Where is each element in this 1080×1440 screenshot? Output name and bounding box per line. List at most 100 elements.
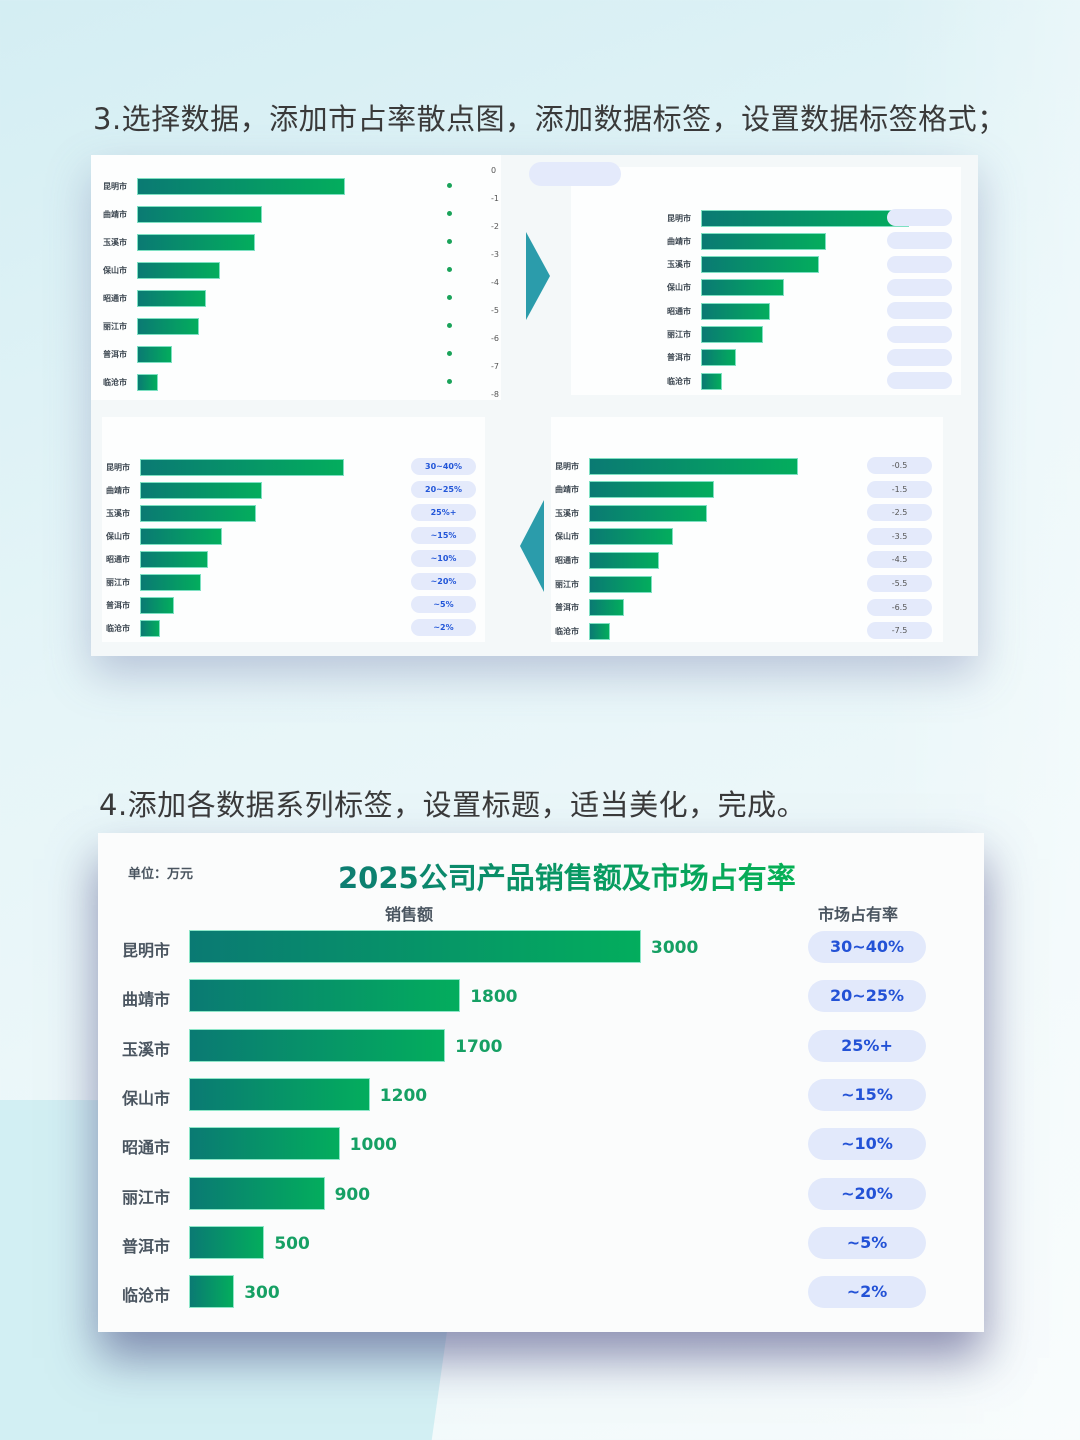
city-label: 普洱市 xyxy=(667,353,691,363)
bar-row: 曲靖市 xyxy=(103,205,262,223)
sales-value: 500 xyxy=(274,1233,310,1254)
sales-bar xyxy=(701,279,785,297)
sales-bar xyxy=(589,622,610,640)
market-share-pill: ~20% xyxy=(808,1177,926,1210)
sales-bar xyxy=(140,504,256,522)
city-label: 昆明市 xyxy=(667,213,691,223)
city-label: 保山市 xyxy=(106,531,130,541)
sales-value: 3000 xyxy=(651,938,699,958)
sales-bar xyxy=(189,979,461,1013)
city-label: 普洱市 xyxy=(555,603,579,613)
arrow-right-icon xyxy=(526,232,550,320)
step4-title: 4.添加各数据系列标签，设置标题，适当美化，完成。 xyxy=(99,788,807,822)
axis-tick: -1 xyxy=(491,194,499,203)
percent-label-pill: ~2% xyxy=(411,619,476,636)
bar-row: 保山市 xyxy=(667,279,785,297)
city-label: 保山市 xyxy=(667,283,691,293)
city-label: 昭通市 xyxy=(555,555,579,565)
city-label: 普洱市 xyxy=(106,600,130,610)
scatter-point xyxy=(447,211,452,216)
market-share-pill: ~10% xyxy=(808,1128,926,1161)
chart-title: 2025公司产品销售额及市场占有率 xyxy=(338,855,796,897)
sales-bar xyxy=(589,528,673,546)
sales-bar xyxy=(140,481,263,499)
sales-bar xyxy=(140,527,222,545)
arrow-left-icon xyxy=(520,500,544,592)
scatter-point xyxy=(447,379,452,384)
empty-label-pill xyxy=(887,278,952,296)
sales-bar xyxy=(137,317,200,335)
sales-bar xyxy=(701,349,736,367)
market-share-pill: 30~40% xyxy=(808,931,926,963)
sales-bar xyxy=(137,233,255,251)
numeric-label-pill: -7.5 xyxy=(867,622,932,640)
axis-tick: -4 xyxy=(491,278,499,287)
sales-bar xyxy=(189,1028,446,1062)
city-label: 保山市 xyxy=(122,1088,171,1108)
city-label: 曲靖市 xyxy=(122,990,171,1010)
panel-numeric-labels: 昆明市 曲靖市 玉溪市 保山市 昭通市 丽江市 普洱市 临沧市 -0.5 -1.5 -2.5 -3.5… xyxy=(551,417,943,642)
sales-bar xyxy=(589,551,659,569)
sales-value: 1700 xyxy=(455,1036,503,1057)
sales-value: 1800 xyxy=(470,987,518,1008)
empty-label-pill xyxy=(887,255,952,273)
city-label: 曲靖市 xyxy=(667,236,691,246)
city-label: 曲靖市 xyxy=(555,485,579,495)
sales-bar xyxy=(189,1127,340,1161)
market-share-pill: 25%+ xyxy=(808,1029,926,1062)
city-label: 昭通市 xyxy=(106,554,130,564)
sales-bar xyxy=(140,619,161,637)
market-share-pill: ~2% xyxy=(808,1276,926,1309)
numeric-label-pill: -2.5 xyxy=(867,504,932,522)
numeric-label-pill: -5.5 xyxy=(867,575,932,592)
percent-label-pill: 30~40% xyxy=(411,458,476,475)
empty-label-pill xyxy=(887,348,952,366)
scatter-point xyxy=(447,295,452,300)
bar-row: 玉溪市 xyxy=(103,233,255,251)
city-label: 丽江市 xyxy=(106,577,130,587)
sales-bar xyxy=(701,302,771,320)
bar-row: 丽江市 xyxy=(667,326,764,344)
sales-bar xyxy=(189,1176,325,1210)
bar-row: 普洱市 xyxy=(106,596,174,614)
bar-row: 临沧市 xyxy=(555,622,610,640)
city-label: 普洱市 xyxy=(122,1236,171,1256)
city-label: 临沧市 xyxy=(667,376,691,386)
numeric-label-pill: -3.5 xyxy=(867,527,932,545)
scatter-point xyxy=(447,239,452,244)
city-label: 曲靖市 xyxy=(103,209,127,219)
scatter-point xyxy=(447,351,452,356)
axis-tick: 0 xyxy=(491,166,497,175)
percent-label-pill: 20~25% xyxy=(411,481,476,498)
table-row: 曲靖市 1800 20~25% xyxy=(98,979,984,1013)
city-label: 保山市 xyxy=(103,265,127,275)
panel-scatter-added: 昆明市 曲靖市 玉溪市 保山市 昭通市 丽江市 普洱市 临沧市 0 -1 -2 -3 -4 -5 -6 -7 -… xyxy=(91,155,501,400)
city-label: 昆明市 xyxy=(106,462,130,472)
sales-value: 1000 xyxy=(349,1135,397,1156)
bar-row: 昭通市 xyxy=(106,550,208,568)
sales-bar xyxy=(589,504,708,522)
market-share-pill: ~15% xyxy=(808,1078,926,1111)
bar-row: 昆明市 xyxy=(103,177,345,195)
sales-bar xyxy=(140,550,208,568)
city-label: 普洱市 xyxy=(103,349,127,359)
bar-row: 昆明市 xyxy=(667,209,909,227)
city-label: 临沧市 xyxy=(122,1286,171,1306)
sales-bar xyxy=(137,345,172,363)
bar-row: 临沧市 xyxy=(106,619,161,637)
empty-label-pill xyxy=(887,372,952,390)
empty-label-pill xyxy=(887,325,952,343)
bar-row: 保山市 xyxy=(106,527,222,545)
table-row: 昭通市 1000 ~10% xyxy=(98,1127,984,1161)
panel-label-shapes: 昆明市 曲靖市 玉溪市 保山市 昭通市 丽江市 普洱市 临沧市 xyxy=(571,167,961,395)
table-row: 临沧市 300 ~2% xyxy=(98,1275,984,1309)
bar-row: 昭通市 xyxy=(555,551,659,569)
sales-bar xyxy=(189,1225,265,1259)
percent-label-pill: ~20% xyxy=(411,573,476,590)
bar-row: 普洱市 xyxy=(667,349,736,367)
ghost-pill-shape xyxy=(529,162,621,186)
scatter-point xyxy=(447,323,452,328)
table-row: 昆明市 3000 30~40% xyxy=(98,930,984,964)
sales-value: 1200 xyxy=(379,1085,428,1106)
city-label: 昭通市 xyxy=(667,306,691,316)
